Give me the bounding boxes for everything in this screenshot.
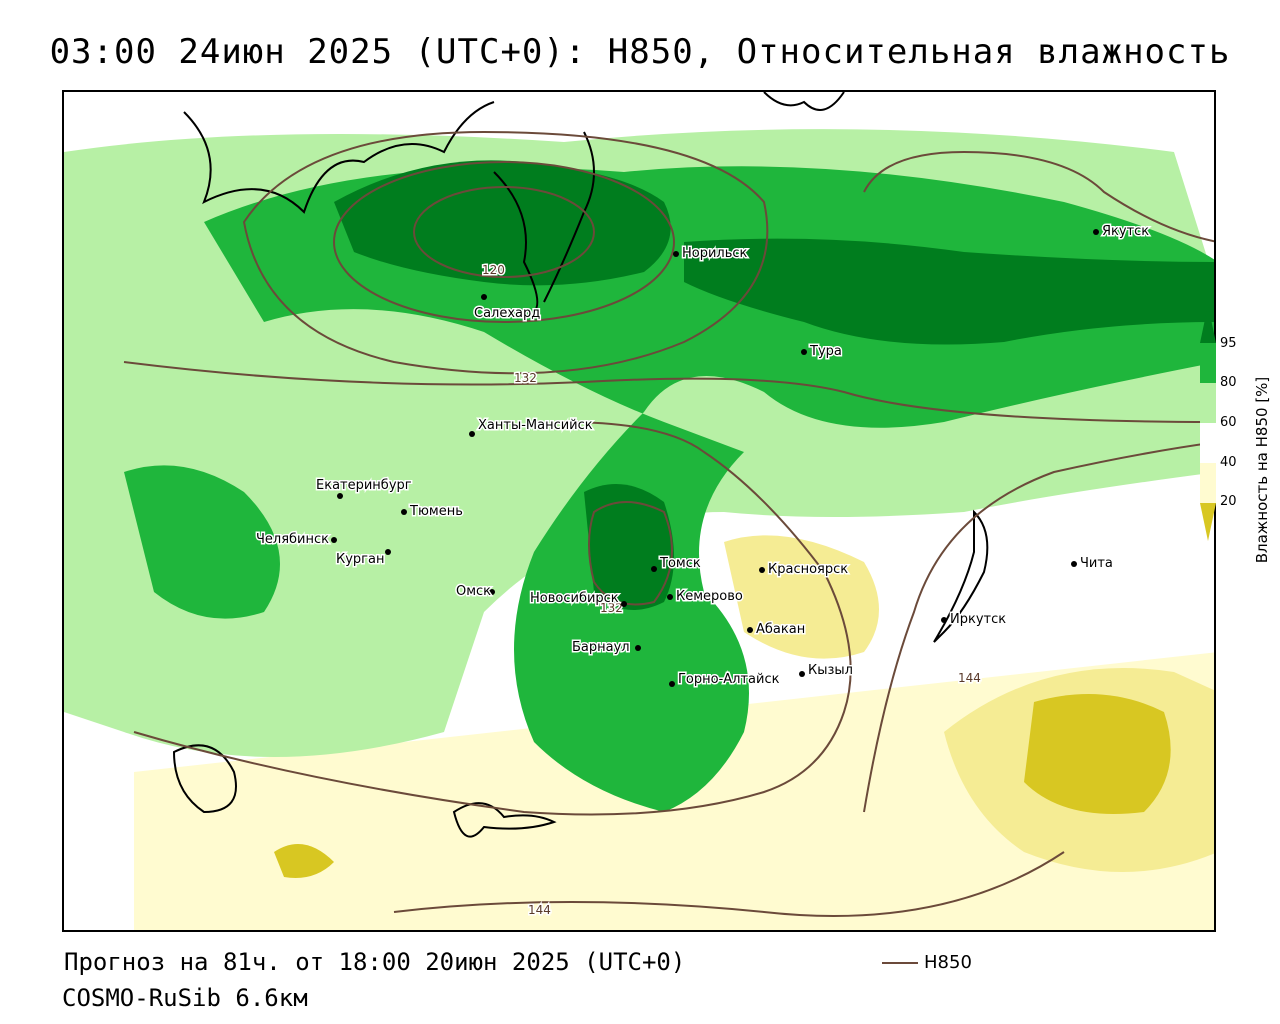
colorbar-60-80 [1200, 383, 1216, 423]
city-marker [759, 567, 765, 573]
page-title: 03:00 24июн 2025 (UTC+0): H850, Относите… [49, 32, 1231, 72]
city-label: Горно-Алтайск [678, 672, 780, 687]
dry-spot-southwest [274, 844, 334, 878]
isoline-138 [133, 421, 852, 816]
isoline-label: 132 [600, 601, 623, 615]
aral-sea [172, 744, 237, 814]
city-marker [801, 349, 807, 355]
isoline-label: 144 [528, 903, 551, 917]
city-marker [1071, 561, 1077, 567]
coastline-yamal [493, 171, 539, 313]
city-marker [385, 549, 391, 555]
isoline-132-line [123, 361, 1214, 423]
isoline-legend: H850 [882, 952, 972, 973]
city-label: Новосибирск [530, 591, 619, 606]
isoline-126-east [863, 150, 1214, 243]
isoline-132-north [242, 130, 769, 375]
map-canvas: 120 132 132 144 144 Якутск Норильск Сале… [64, 92, 1214, 930]
humid-zone-80-west [124, 465, 280, 619]
city-label: Норильск [682, 246, 748, 261]
isoline-legend-swatch [882, 961, 918, 964]
city-marker [331, 537, 337, 543]
city-label: Ханты-Мансийск [478, 418, 593, 433]
city-marker [747, 627, 753, 633]
city-marker [673, 251, 679, 257]
city-label: Тура [809, 344, 842, 359]
city-marker [489, 589, 495, 595]
city-label: Челябинск [256, 532, 329, 547]
city-marker [669, 681, 675, 687]
city-marker [337, 493, 343, 499]
city-label: Абакан [756, 622, 805, 637]
colorbar-top-triangle [1200, 305, 1216, 343]
humid-zone-95-north [334, 160, 671, 286]
colorbar-80-95 [1200, 343, 1216, 383]
isoline-126 [333, 161, 675, 323]
city-marker [401, 509, 407, 515]
city-marker [1093, 229, 1099, 235]
colorbar-40-60 [1200, 423, 1216, 463]
city-label: Чита [1080, 556, 1113, 571]
city-label: Кемерово [676, 589, 743, 604]
coastline-taimyr [763, 92, 845, 111]
isoline-120-inner [413, 186, 595, 278]
city-marker [667, 594, 673, 600]
city-label: Красноярск [768, 562, 848, 577]
legend-tick: 40 [1220, 455, 1237, 470]
humid-zone-95-tomsk [584, 484, 674, 610]
very-dry-zone-east [1024, 694, 1171, 814]
city-label: Екатеринбург [316, 478, 412, 493]
forecast-info: Прогноз на 81ч. от 18:00 20июн 2025 (UTC… [64, 948, 686, 976]
city-marker [621, 601, 627, 607]
isoline-144-east [863, 441, 1214, 813]
isoline-legend-label: H850 [924, 952, 972, 973]
city-marker [651, 566, 657, 572]
weather-map[interactable]: 120 132 132 144 144 Якутск Норильск Сале… [62, 90, 1216, 932]
isoline-label: 144 [958, 671, 981, 685]
city-label: Кызыл [808, 663, 853, 678]
city-label: Салехард [474, 306, 540, 321]
dry-zone-krasnoyarsk [724, 535, 879, 659]
isoline-144-south [393, 851, 1065, 917]
city-marker [481, 294, 487, 300]
city-label: Барнаул [572, 640, 630, 655]
city-label: Томск [659, 556, 701, 571]
humidity-colorbar [1200, 305, 1216, 541]
legend-tick: 60 [1220, 415, 1237, 430]
cities: Якутск Норильск Салехард Тура Ханты-Манс… [255, 223, 1151, 689]
city-label: Тюмень [409, 504, 463, 519]
colorbar-20-40 [1200, 463, 1216, 503]
legend-tick: 80 [1220, 375, 1237, 390]
colorbar-bottom-triangle [1200, 503, 1216, 541]
isolines [123, 130, 1214, 917]
legend-tick: 95 [1220, 336, 1237, 351]
baikal-lake [933, 509, 989, 643]
isoline-label: 120 [482, 263, 505, 277]
legend-tick: 20 [1220, 494, 1237, 509]
city-label: Омск [456, 584, 491, 599]
city-label: Якутск [1102, 224, 1149, 239]
humid-zone-95-east [684, 238, 1214, 345]
isoline-132-tomsk [588, 501, 673, 606]
legend-title: Влажность на H850 [%] [1253, 376, 1271, 564]
model-info: COSMO-RuSib 6.6км [62, 984, 308, 1012]
city-label: Иркутск [950, 612, 1006, 627]
coastline-west [183, 101, 495, 214]
city-marker [635, 645, 641, 651]
city-marker [469, 431, 475, 437]
city-marker [941, 617, 947, 623]
city-marker [799, 671, 805, 677]
isoline-label: 132 [514, 371, 537, 385]
city-label: Курган [336, 552, 384, 567]
